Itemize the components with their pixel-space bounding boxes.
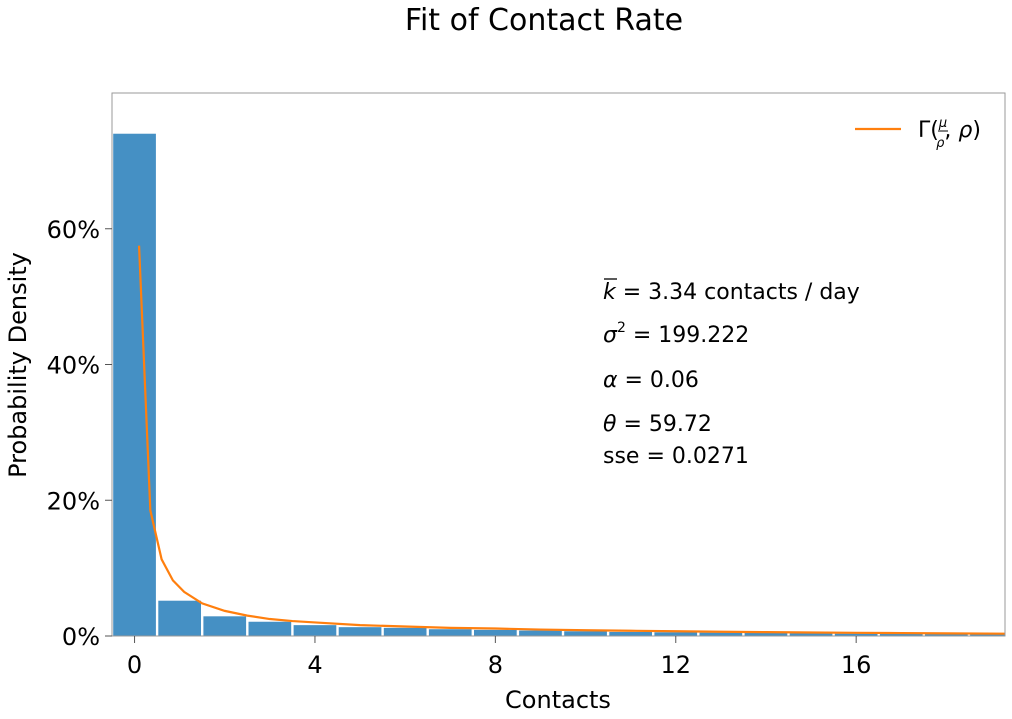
- theta-annotation: θ = 59.72: [603, 412, 712, 437]
- y-tick-label: 40%: [47, 352, 100, 380]
- histogram-bars: [113, 133, 1005, 636]
- x-tick-label: 12: [660, 651, 691, 679]
- histogram-bar-19: [970, 634, 1005, 636]
- y-axis-label: Probability Density: [4, 252, 32, 478]
- histogram-bar-4: [293, 625, 337, 636]
- histogram-bar-1: [158, 600, 202, 636]
- histogram-bar-8: [474, 629, 517, 636]
- plot-frame: [111, 92, 1006, 637]
- sse-annotation: sse = 0.0271: [603, 444, 749, 469]
- alpha-value: = 0.06: [618, 368, 699, 393]
- histogram-bar-0: [113, 133, 156, 636]
- y-tick-label: 20%: [47, 487, 100, 515]
- y-tick-label: 0%: [62, 623, 100, 651]
- x-tick-label: 8: [488, 651, 503, 679]
- x-axis-label: Contacts: [505, 686, 611, 714]
- histogram-bar-3: [248, 621, 292, 636]
- x-tick-label: 0: [127, 651, 142, 679]
- stats-annotations: k = 3.34 contacts / day σ2 = 199.222 α =…: [603, 278, 860, 469]
- mean-annotation: k = 3.34 contacts / day: [603, 280, 860, 305]
- histogram-bar-12: [654, 632, 698, 636]
- variance-annotation: σ2 = 199.222: [603, 320, 749, 348]
- histogram-bar-14: [744, 632, 788, 636]
- histogram-bar-6: [383, 627, 427, 636]
- histogram-bar-7: [428, 629, 472, 636]
- x-axis-ticks: 0 4 8 12 16: [127, 636, 872, 679]
- histogram-bar-9: [519, 630, 562, 636]
- alpha-annotation: α = 0.06: [603, 368, 699, 393]
- y-axis-ticks: 0% 20% 40% 60%: [47, 216, 112, 651]
- gamma-fit-line: [137, 245, 1006, 635]
- variance-value: = 199.222: [626, 323, 749, 348]
- histogram-bar-17: [879, 633, 923, 636]
- histogram-bar-11: [609, 631, 653, 636]
- histogram-bar-5: [338, 627, 382, 636]
- theta-value: = 59.72: [616, 412, 711, 437]
- histogram-bar-10: [564, 631, 607, 636]
- legend-label: Γ(μ ρ, ρ): [918, 116, 981, 151]
- mean-value: = 3.34 contacts / day: [616, 280, 860, 305]
- x-tick-label: 16: [841, 651, 872, 679]
- histogram-bar-16: [834, 633, 878, 636]
- histogram-bar-18: [925, 634, 968, 636]
- x-tick-label: 4: [307, 651, 322, 679]
- histogram-bar-15: [789, 633, 833, 636]
- histogram-bar-2: [203, 616, 247, 636]
- y-tick-label: 60%: [47, 216, 100, 244]
- chart-title: Fit of Contact Rate: [405, 3, 683, 38]
- legend: Γ(μ ρ, ρ): [855, 116, 981, 151]
- histogram-bar-13: [699, 632, 743, 636]
